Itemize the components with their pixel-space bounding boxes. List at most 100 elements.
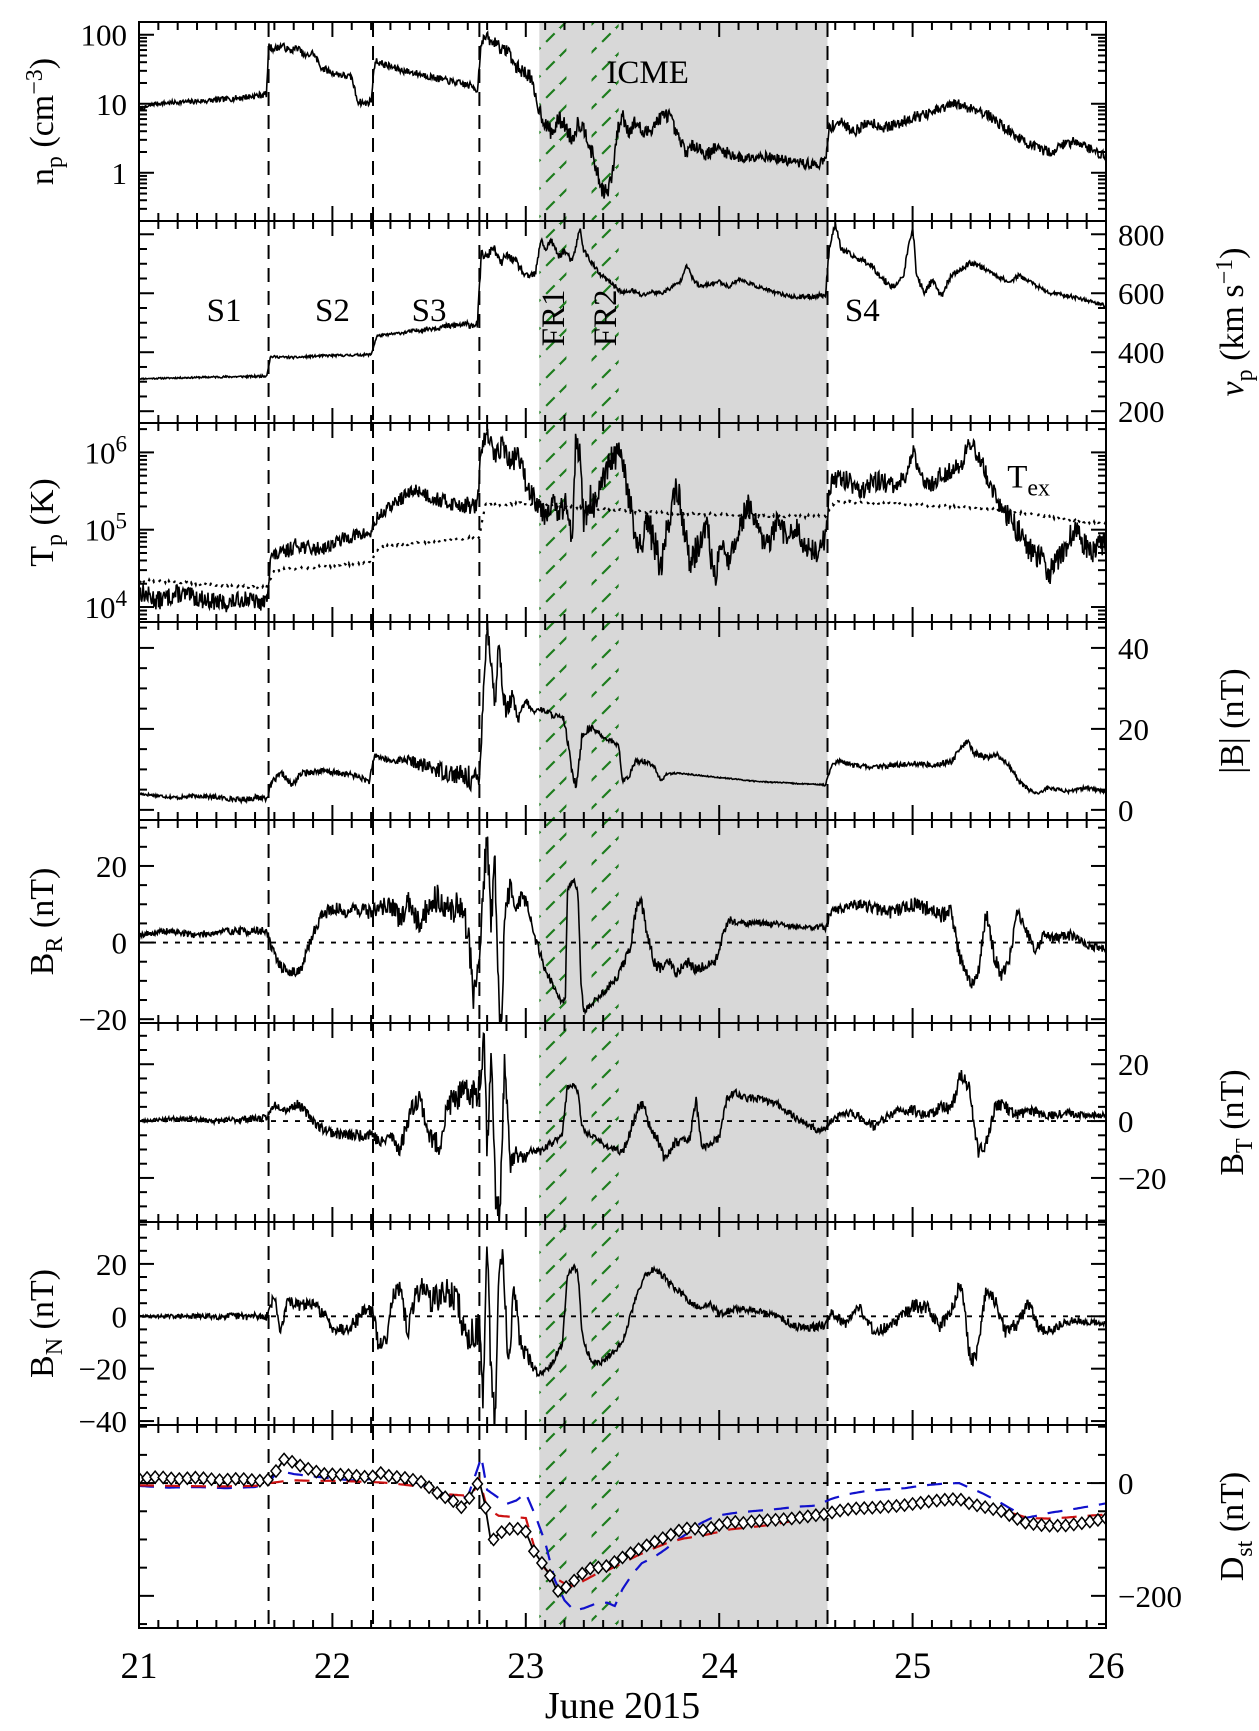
panel-np: 100 10 1 np (cm−3) [22,18,1107,222]
x-axis-title: June 2015 [544,1685,701,1727]
ticks [138,1222,1107,1425]
diamond-marker [656,1531,669,1546]
label-s4: S4 [845,293,880,329]
diamond-marker [1011,1511,1024,1527]
diamond-marker [189,1470,202,1485]
diamond-marker [390,1469,403,1485]
series-group [139,223,1106,381]
diamond-marker [543,1568,556,1583]
diamond-marker [310,1464,323,1479]
ytick-label-br: 20 [96,849,127,884]
diamond-marker [503,1521,516,1537]
series-group [139,836,1106,1023]
ytick-label-bn: 20 [96,1247,127,1282]
series-bn [139,1246,1106,1425]
flux-rope-fr1 [539,820,567,1023]
flux-rope-fr2 [591,820,619,1023]
diamond-marker [729,1514,742,1530]
icme-region [539,221,828,423]
series-group [139,428,1106,613]
diamond-marker [447,1493,460,1509]
ytick-label-np: 1 [112,156,128,191]
diamond-marker [826,1505,838,1520]
diamond-marker [278,1452,291,1467]
icme-region [539,22,828,221]
ytick-label-bmag: 40 [1118,631,1149,666]
diamond-marker [1051,1518,1064,1533]
ytick-label-bt: 0 [1118,1104,1134,1139]
ylabel-tp: Tp (K) [24,478,68,566]
diamond-marker [471,1476,484,1492]
diamond-marker [415,1474,428,1490]
ytick-label-bmag: 20 [1118,712,1149,747]
ticks [138,820,1107,1023]
series-tex [139,498,1106,592]
ytick-label-tp: 105 [85,509,128,548]
diamond-marker [487,1532,500,1547]
ytick-label-vp: 600 [1118,276,1165,311]
diamond-marker [350,1468,363,1484]
label-s1: S1 [207,293,242,329]
diamond-marker [157,1470,170,1485]
ytick-label-br: −20 [79,1002,127,1037]
diamond-marker [407,1472,419,1487]
xtick-label: 21 [121,1646,158,1687]
diamond-marker [632,1542,645,1557]
diamond-marker [600,1558,613,1574]
ticks [138,1023,1107,1222]
diamond-marker [858,1500,871,1516]
diamond-marker [648,1534,661,1549]
label-tex: Tex [1007,460,1050,502]
ylabel-dst: Dst (nT) [1214,1472,1258,1582]
ytick-label-bn: −40 [79,1404,127,1439]
ytick-label-tp: 104 [85,586,128,625]
diamond-marker [165,1471,178,1486]
diamond-marker [245,1472,258,1488]
diamond-marker [318,1466,331,1482]
ylabel-bmag: |B| (nT) [1214,668,1251,773]
series-vp [139,223,1106,381]
flux-rope-fr1 [539,1425,567,1628]
diamond-marker [334,1467,347,1482]
panel-dst: 0 −200 Dst (nT) [138,1424,1258,1629]
diamond-marker [205,1472,218,1487]
panel-br: 20 0 −20 BR (nT) [24,819,1107,1037]
series-group [139,1246,1106,1425]
xtick-label: 23 [507,1646,544,1687]
diamond-marker [326,1467,339,1482]
ytick-label-bt: 20 [1118,1047,1149,1082]
series-np [139,30,1106,199]
diamond-marker [270,1463,282,1479]
diamond-marker [261,1472,274,1487]
ytick-label-bt: −20 [1118,1161,1166,1196]
flux-rope-fr2 [591,1425,619,1628]
diamond-marker [423,1480,436,1495]
diamond-marker [552,1583,565,1599]
diamond-marker [608,1554,621,1570]
ylabel-bt: BT (nT) [1214,1069,1258,1175]
diamond-marker [439,1490,452,1505]
ytick-label-bn: 0 [112,1299,128,1334]
series-bmag [139,622,1106,805]
ticks [138,221,1107,423]
series-tp [139,428,1106,613]
diamond-marker [987,1501,1000,1517]
diamond-marker [954,1492,967,1507]
ticks [138,622,1107,820]
ytick-label-bmag: 0 [1118,793,1134,828]
diamond-marker [761,1513,774,1528]
diamond-marker [149,1469,162,1485]
diamond-marker [197,1471,210,1486]
series-dst_blue [139,1456,1106,1612]
diamond-marker [616,1550,629,1565]
diamond-marker [229,1471,242,1487]
diamond-marker [382,1468,395,1483]
diamond-marker [689,1521,702,1536]
flux-rope-fr1 [539,423,567,622]
diamond-marker [560,1579,573,1595]
diamond-marker [431,1485,444,1501]
ylabel-br: BR (nT) [24,868,68,976]
series-bt [139,1032,1106,1222]
diamond-marker [1035,1517,1048,1533]
